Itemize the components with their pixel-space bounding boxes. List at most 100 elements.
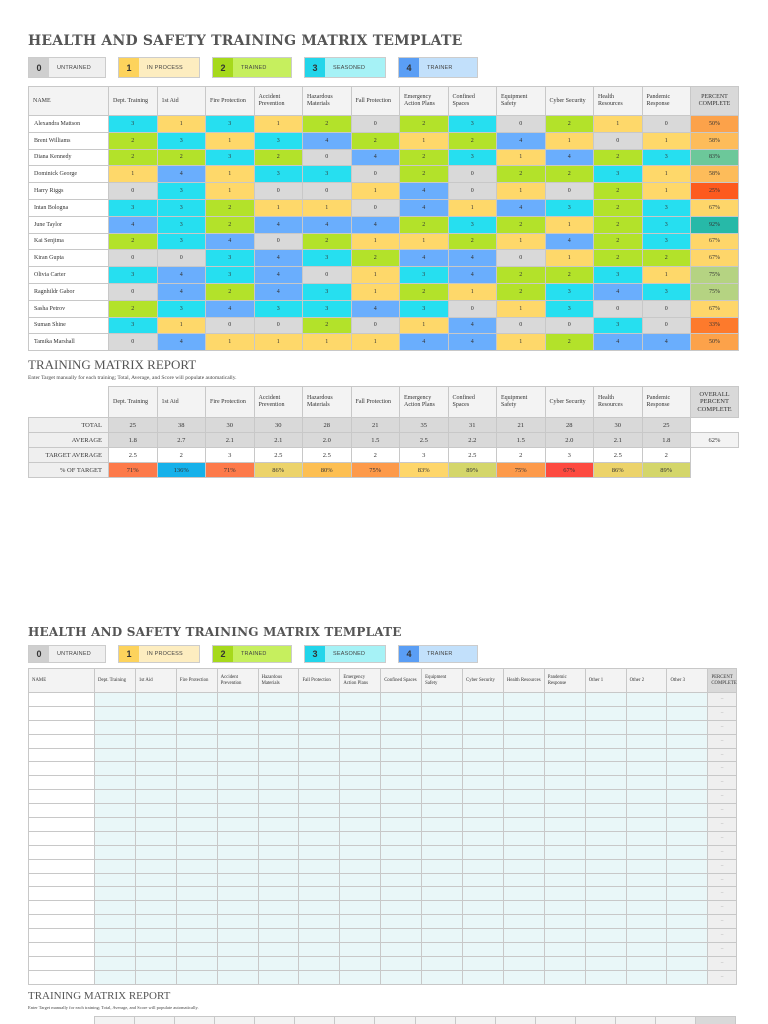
- score-input[interactable]: [339, 955, 382, 971]
- score-input[interactable]: [666, 858, 709, 874]
- score-input[interactable]: [175, 830, 218, 846]
- score-cell[interactable]: 0: [641, 316, 691, 335]
- score-cell[interactable]: 1: [205, 182, 255, 200]
- score-input[interactable]: [380, 789, 423, 805]
- score-cell[interactable]: 3: [544, 282, 594, 301]
- score-input[interactable]: [298, 942, 341, 957]
- score-input[interactable]: [175, 844, 218, 860]
- score-cell[interactable]: 1: [350, 282, 400, 301]
- score-input[interactable]: [257, 928, 300, 944]
- score-cell[interactable]: 2: [108, 232, 158, 251]
- score-input[interactable]: [175, 733, 218, 749]
- score-input[interactable]: [462, 955, 504, 971]
- score-input[interactable]: [462, 789, 504, 805]
- score-input[interactable]: [462, 719, 504, 735]
- score-input[interactable]: [502, 928, 545, 944]
- score-input[interactable]: [94, 789, 136, 805]
- score-cell[interactable]: 4: [544, 232, 594, 251]
- score-input[interactable]: [134, 900, 177, 916]
- score-input[interactable]: [380, 955, 423, 971]
- report-cell[interactable]: 2.5: [302, 447, 352, 463]
- score-input[interactable]: [462, 900, 504, 916]
- score-cell[interactable]: 2: [399, 282, 449, 301]
- employee-name-input[interactable]: [28, 692, 95, 707]
- employee-name[interactable]: Ragnhildr Gabor: [28, 282, 109, 301]
- score-cell[interactable]: 1: [496, 182, 546, 200]
- score-input[interactable]: [584, 692, 627, 707]
- score-cell[interactable]: 2: [399, 165, 449, 184]
- score-input[interactable]: [462, 733, 504, 749]
- score-input[interactable]: [134, 747, 177, 763]
- score-cell[interactable]: 1: [253, 115, 303, 133]
- score-input[interactable]: [625, 789, 668, 805]
- employee-name-input[interactable]: [28, 872, 95, 888]
- score-input[interactable]: [421, 775, 464, 791]
- score-cell[interactable]: 3: [593, 316, 643, 335]
- score-input[interactable]: [175, 955, 218, 971]
- score-input[interactable]: [584, 955, 627, 971]
- score-input[interactable]: [543, 942, 586, 957]
- score-input[interactable]: [257, 775, 300, 791]
- score-input[interactable]: [94, 969, 136, 985]
- score-input[interactable]: [339, 733, 382, 749]
- score-input[interactable]: [134, 872, 177, 888]
- score-input[interactable]: [257, 872, 300, 888]
- score-cell[interactable]: 3: [108, 266, 158, 284]
- score-cell[interactable]: 2: [593, 182, 643, 200]
- score-input[interactable]: [421, 789, 464, 805]
- score-cell[interactable]: 2: [205, 282, 255, 301]
- employee-name[interactable]: Tamika Marshall: [28, 333, 109, 352]
- score-cell[interactable]: 3: [205, 148, 255, 167]
- score-input[interactable]: [543, 858, 586, 874]
- score-input[interactable]: [421, 733, 464, 749]
- score-input[interactable]: [584, 844, 627, 860]
- score-input[interactable]: [134, 803, 177, 819]
- score-input[interactable]: [625, 858, 668, 874]
- score-input[interactable]: [666, 705, 709, 721]
- score-cell[interactable]: 3: [156, 131, 206, 150]
- score-cell[interactable]: 2: [156, 148, 206, 167]
- score-input[interactable]: [175, 775, 218, 791]
- score-input[interactable]: [339, 747, 382, 763]
- score-input[interactable]: [625, 761, 668, 777]
- score-input[interactable]: [666, 733, 709, 749]
- score-input[interactable]: [257, 692, 300, 707]
- score-input[interactable]: [584, 761, 627, 777]
- score-cell[interactable]: 2: [302, 316, 352, 335]
- score-input[interactable]: [380, 817, 423, 832]
- score-cell[interactable]: 1: [108, 165, 158, 184]
- employee-name-input[interactable]: [28, 955, 95, 971]
- score-cell[interactable]: 2: [593, 198, 643, 217]
- employee-name[interactable]: Kai Senjima: [28, 232, 109, 251]
- employee-name-input[interactable]: [28, 817, 95, 832]
- score-input[interactable]: [502, 761, 545, 777]
- score-input[interactable]: [339, 872, 382, 888]
- score-cell[interactable]: 2: [544, 266, 594, 284]
- score-input[interactable]: [543, 789, 586, 805]
- score-input[interactable]: [584, 872, 627, 888]
- score-input[interactable]: [257, 900, 300, 916]
- score-cell[interactable]: 1: [350, 232, 400, 251]
- employee-name[interactable]: Alexandra Mattson: [28, 115, 109, 133]
- score-cell[interactable]: 4: [447, 316, 497, 335]
- score-input[interactable]: [134, 789, 177, 805]
- score-input[interactable]: [134, 844, 177, 860]
- score-input[interactable]: [175, 900, 218, 916]
- score-cell[interactable]: 3: [156, 232, 206, 251]
- score-input[interactable]: [134, 692, 177, 707]
- score-cell[interactable]: 0: [253, 316, 303, 335]
- report-cell[interactable]: 2.5: [108, 447, 158, 463]
- report-cell[interactable]: 2: [156, 447, 206, 463]
- score-cell[interactable]: 0: [350, 316, 400, 335]
- score-cell[interactable]: 3: [447, 215, 497, 234]
- score-input[interactable]: [625, 872, 668, 888]
- employee-name-input[interactable]: [28, 914, 95, 930]
- score-input[interactable]: [502, 858, 545, 874]
- score-input[interactable]: [94, 872, 136, 888]
- employee-name[interactable]: Kiran Gupta: [28, 249, 109, 268]
- score-input[interactable]: [216, 886, 259, 902]
- employee-name[interactable]: Suman Shine: [28, 316, 109, 335]
- score-input[interactable]: [625, 914, 668, 930]
- score-input[interactable]: [134, 955, 177, 971]
- score-input[interactable]: [666, 789, 709, 805]
